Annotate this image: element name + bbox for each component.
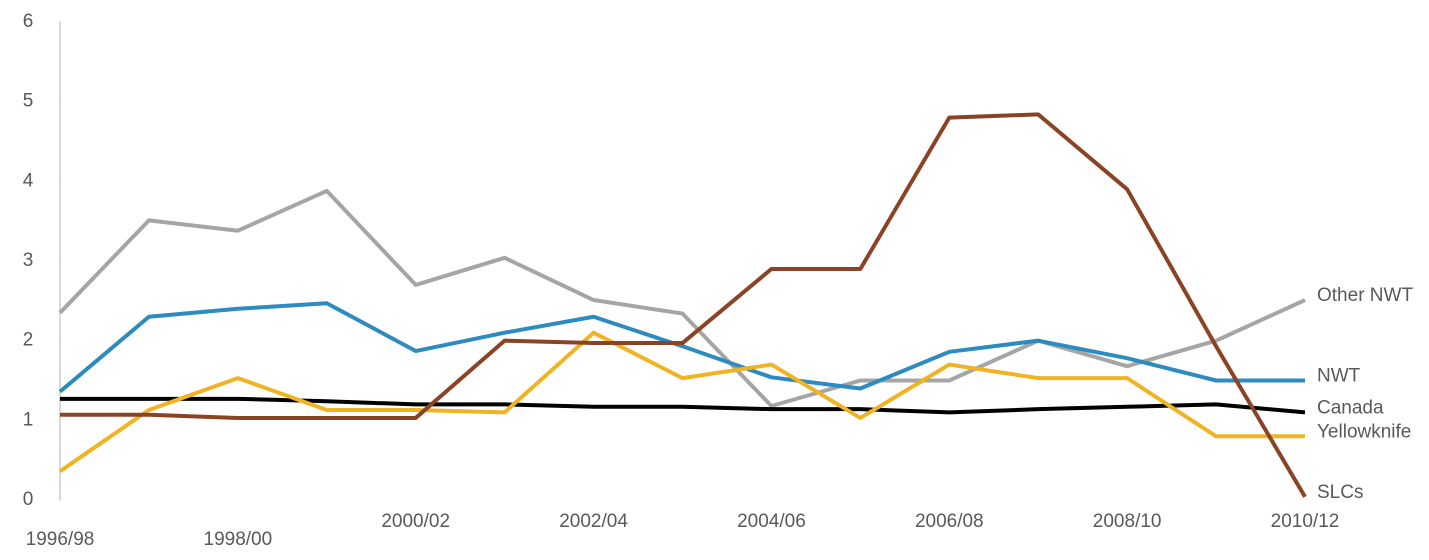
x-tick-label: 2008/10 <box>1093 511 1162 532</box>
legend-label: NWT <box>1317 366 1361 387</box>
series-line <box>58 301 1305 394</box>
y-tick-label: 2 <box>23 330 34 351</box>
y-tick-label: 0 <box>23 489 34 510</box>
legend-label: Canada <box>1317 397 1384 418</box>
series-line <box>60 112 1307 498</box>
y-tick-label: 4 <box>23 170 34 191</box>
x-tick-label: 1998/00 <box>204 529 273 550</box>
x-tick-label: 1996/98 <box>26 529 95 550</box>
y-tick-label: 3 <box>23 250 34 271</box>
y-tick-label: 5 <box>23 91 34 112</box>
series-line <box>58 188 1306 408</box>
legend-label: Yellowknife <box>1317 421 1411 442</box>
series-line <box>58 330 1305 473</box>
legend-label: Other NWT <box>1317 285 1413 306</box>
y-tick-label: 6 <box>23 11 34 32</box>
x-tick-label: 2004/06 <box>737 511 806 532</box>
x-tick-label: 2006/08 <box>915 511 984 532</box>
x-tick-label: 2002/04 <box>559 511 628 532</box>
y-tick-label: 1 <box>23 409 34 430</box>
series-line <box>60 396 1306 415</box>
x-tick-label: 2010/12 <box>1271 511 1340 532</box>
x-tick-label: 2000/02 <box>381 511 450 532</box>
legend-label: SLCs <box>1317 482 1363 503</box>
